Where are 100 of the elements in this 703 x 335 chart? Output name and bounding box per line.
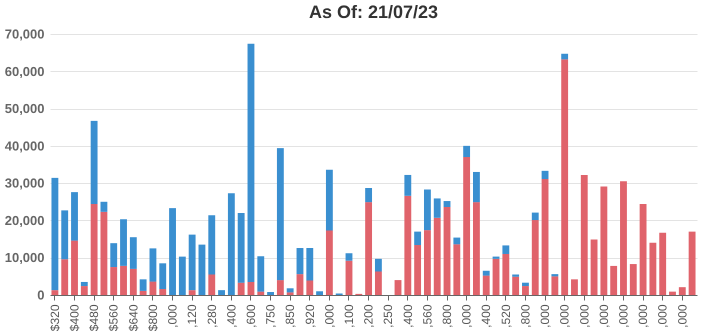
x-tick-label: ,000: [460, 304, 474, 328]
bar: [649, 242, 656, 295]
x-tick-label: ,000: [577, 304, 592, 328]
x-tick-label: $560: [106, 304, 121, 332]
bar: [374, 258, 382, 272]
bar: [512, 276, 520, 295]
bar: [248, 44, 254, 282]
bar: [140, 290, 147, 295]
bar: [444, 201, 450, 208]
x-tick-label: ,000: [538, 304, 552, 328]
bar: [600, 186, 608, 295]
bar: [208, 215, 216, 274]
x-tick-label: ,400: [400, 304, 415, 328]
bar: [257, 292, 264, 295]
bar: [394, 280, 402, 295]
bar: [453, 238, 460, 244]
x-tick-label: ,520: [498, 304, 513, 328]
bar: [306, 248, 314, 280]
bar: [80, 286, 88, 295]
bar: [542, 170, 548, 180]
x-tick-label: ,000: [558, 304, 572, 328]
bar: [434, 198, 441, 218]
bar: [150, 248, 156, 282]
y-tick-label: 50,000: [4, 101, 44, 116]
bar: [110, 267, 118, 295]
bar: [346, 260, 352, 295]
bar: [522, 286, 529, 295]
bar: [80, 282, 88, 286]
bar: [542, 179, 548, 295]
bar: [669, 292, 676, 295]
bar: [374, 272, 382, 295]
bar: [110, 243, 118, 268]
x-tick-label: ,400: [224, 304, 238, 328]
bar: [140, 279, 147, 291]
bar: [414, 232, 422, 246]
bar: [51, 290, 58, 295]
bar: [159, 289, 166, 295]
bar: [267, 292, 274, 295]
x-tick-label: $400: [68, 304, 82, 332]
bar: [61, 210, 68, 260]
bar: [238, 282, 245, 295]
x-tick-label: ,250: [381, 304, 396, 328]
bar: [571, 279, 578, 295]
x-tick-label: ,120: [185, 304, 200, 328]
x-tick-label: ,800: [518, 304, 532, 328]
bar: [532, 212, 539, 220]
bar: [688, 232, 696, 295]
bar: [130, 237, 137, 269]
bar: [188, 234, 196, 290]
bar: [620, 181, 627, 295]
bar: [120, 219, 127, 266]
bar: [61, 259, 68, 295]
bar: [130, 268, 137, 295]
bar: [502, 245, 510, 254]
bar: [473, 202, 480, 295]
y-tick-label: 0: [37, 288, 44, 302]
bar: [326, 170, 333, 230]
x-tick-label: ,800: [440, 304, 454, 328]
bar: [257, 256, 264, 292]
x-tick-label: ,100: [342, 304, 356, 328]
bar: [159, 263, 166, 290]
bar: [453, 244, 460, 295]
bar: [100, 212, 108, 295]
bar: [276, 280, 284, 295]
bar: [502, 254, 510, 295]
bar: [473, 172, 480, 202]
x-tick-label: ,200: [362, 304, 376, 328]
y-tick-label: 20,000: [4, 212, 44, 228]
x-tick-label: ,750: [264, 304, 278, 328]
bar: [678, 287, 686, 295]
y-tick-label: 40,000: [4, 138, 44, 154]
bar: [100, 202, 108, 212]
bar: [512, 274, 520, 277]
bar: [580, 174, 588, 295]
bar: [492, 258, 500, 295]
bar: [316, 291, 324, 295]
bar: [365, 188, 372, 202]
bar: [198, 244, 206, 295]
bar: [532, 220, 539, 295]
bar: [659, 232, 666, 295]
bar: [424, 189, 431, 230]
bar: [296, 248, 304, 274]
bar: [208, 274, 216, 295]
bar: [286, 292, 294, 295]
bar: [561, 59, 568, 295]
bar: [640, 204, 647, 295]
x-tick-label: $640: [126, 304, 140, 332]
x-tick-label: ,600: [244, 304, 258, 328]
x-tick-label: ,400: [479, 304, 494, 328]
bar: [561, 54, 568, 60]
chart-title: As Of: 21/07/23: [308, 2, 438, 22]
bar: [346, 253, 352, 261]
bar: [365, 202, 372, 295]
bar: [434, 218, 441, 295]
y-tick-label: 70,000: [4, 26, 44, 42]
bar: [90, 120, 98, 204]
bar: [590, 239, 598, 295]
bar: [276, 148, 284, 280]
bar: [218, 290, 225, 295]
bar: [286, 288, 294, 292]
